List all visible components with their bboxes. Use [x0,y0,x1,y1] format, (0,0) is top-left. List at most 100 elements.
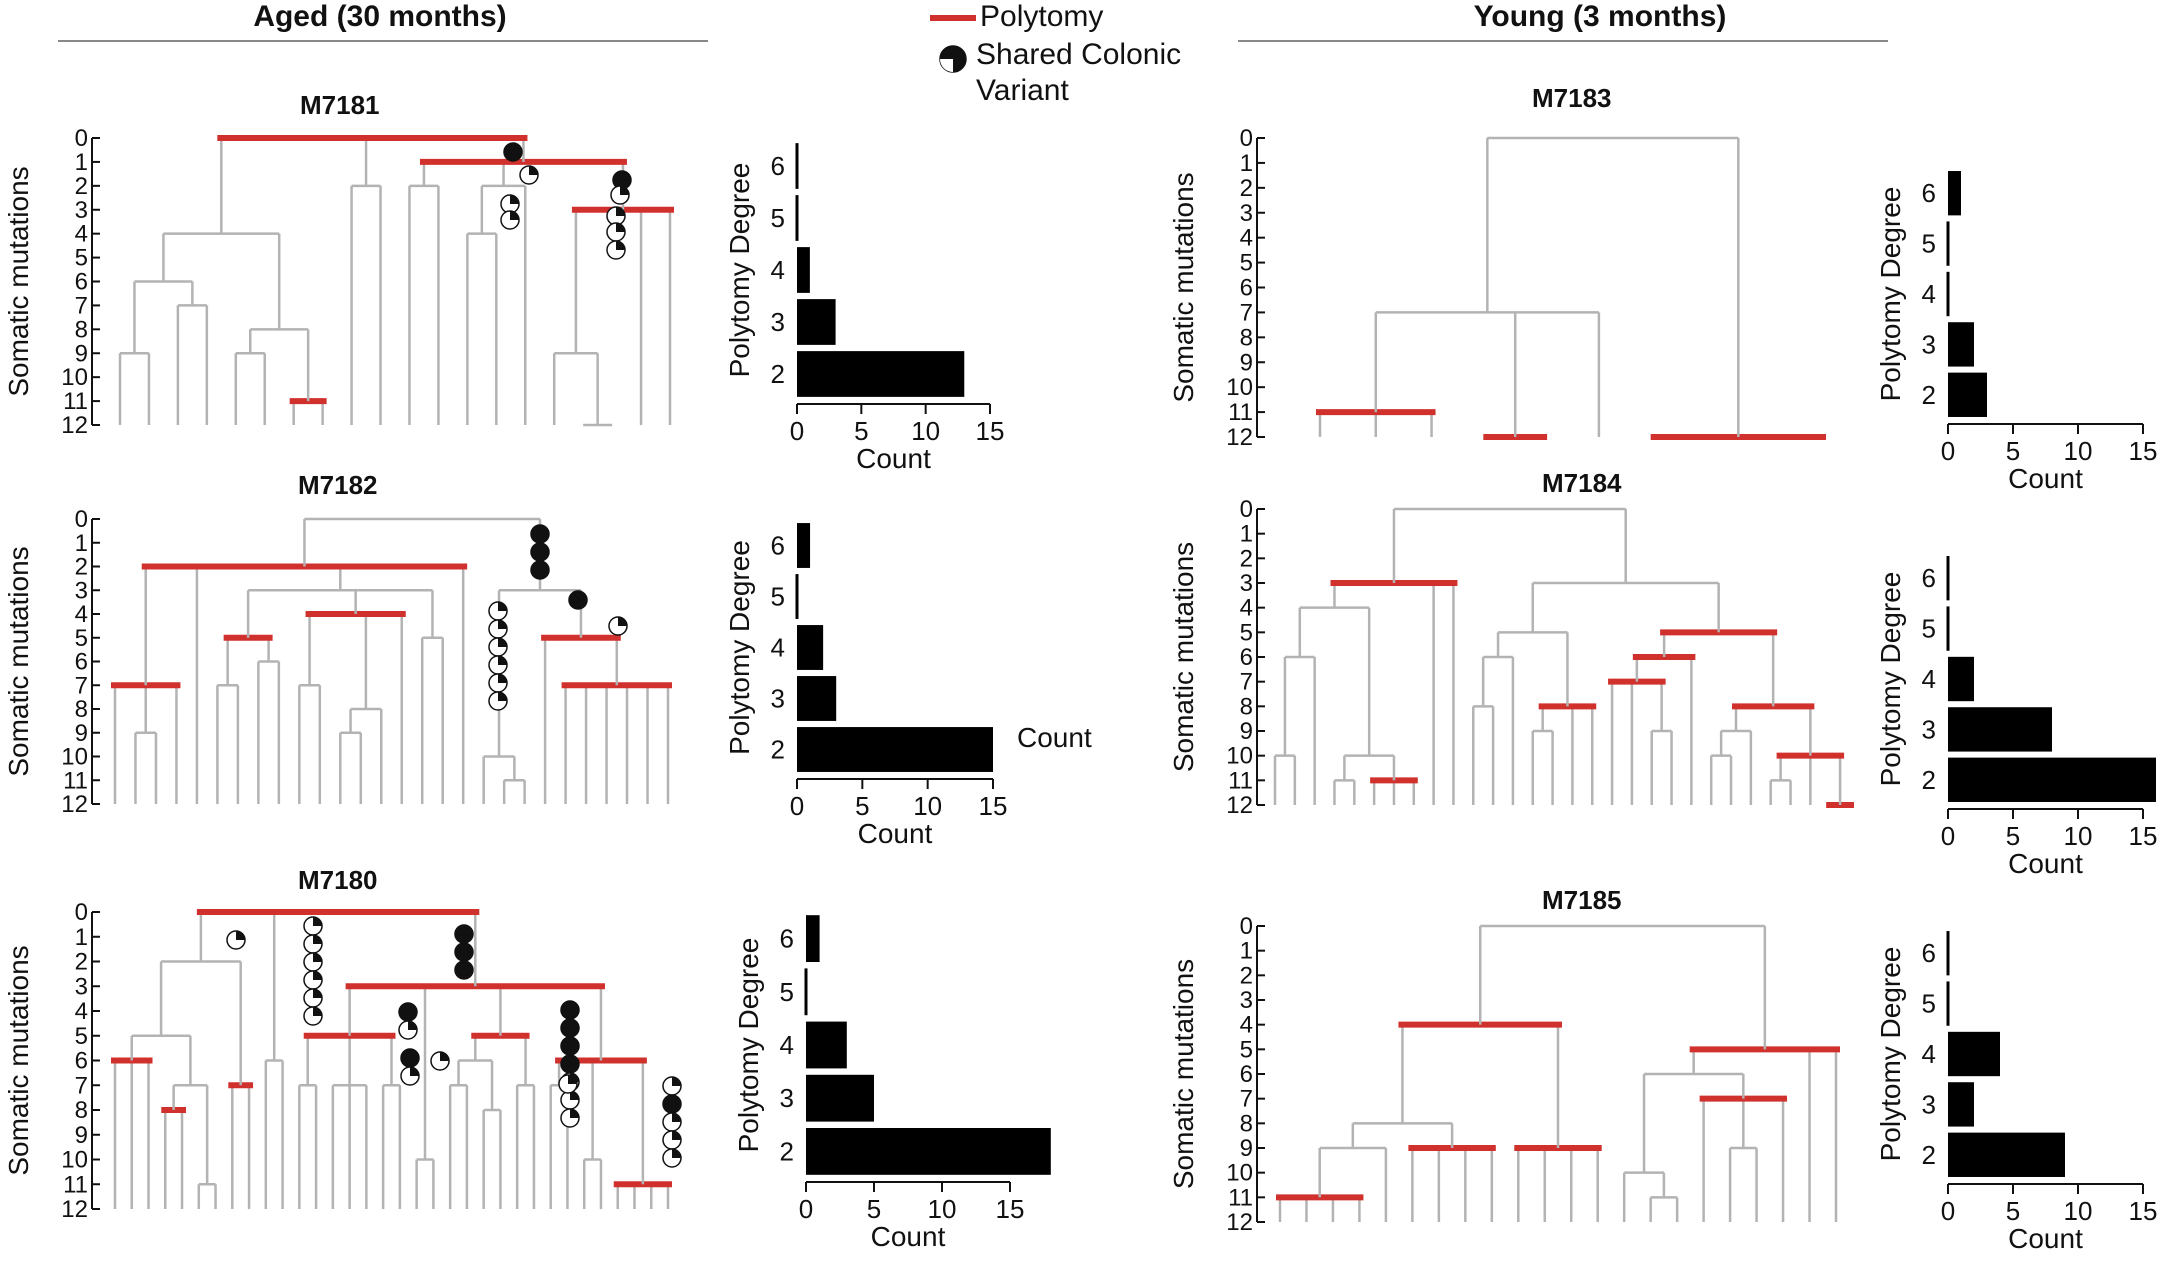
y-tick-label: 3 [1240,570,1253,597]
variant-circle [568,590,588,610]
tree-title-m7181: M7181 [300,90,380,120]
variant-wedge [510,211,519,220]
variant-wedge [498,674,507,683]
y-tick-label: 10 [61,1147,88,1174]
shared-variant-icon [606,222,626,242]
bar-degree-2 [797,727,993,772]
shared-variant-icon [303,934,323,954]
x-tick-label: 5 [854,416,868,446]
variant-wedge [236,931,245,940]
shared-variant-icon [488,655,508,675]
y-tick-label: 8 [75,316,88,343]
shared-variant-icon [568,590,588,610]
y-tick-label: 9 [1240,718,1253,745]
y-tick-label: 7 [1240,299,1253,326]
shared-variant-icon [530,542,550,562]
y-tick-label: 4 [780,1030,794,1060]
variant-wedge [568,1075,577,1084]
x-tick-label: 0 [1941,436,1955,466]
variant-wedge [313,1007,322,1016]
y-tick-label: 2 [1922,380,1936,410]
variant-wedge [498,620,507,629]
y-tick-label: 6 [75,1048,88,1075]
y-tick-label: 2 [1240,962,1253,989]
y-tick-label: 12 [61,412,88,439]
y-tick-label: 11 [1228,1184,1253,1211]
variant-wedge [672,1131,681,1140]
x-axis-label: Count [858,818,933,849]
shared-variant-icon [454,942,474,962]
y-tick-label: 9 [75,720,88,747]
y-tick-label: 2 [1922,765,1936,795]
y-tick-label: 0 [1240,496,1253,523]
y-tick-label: 11 [63,767,88,794]
y-tick-label: 5 [780,977,794,1007]
y-tick-label: 2 [780,1136,794,1166]
shared-variant-icon [400,1048,420,1068]
y-tick-label: 5 [771,582,785,612]
tree-title-m7184: M7184 [1542,468,1622,498]
bar-degree-3 [797,676,837,721]
y-tick-label: 6 [1922,178,1936,208]
variant-wedge [529,166,538,175]
header-young: Young (3 months) [1473,0,1727,33]
legend: Polytomy Shared Colonic Variant [930,0,1260,110]
x-tick-label: 0 [790,791,804,821]
shared-variant-icon [303,952,323,972]
y-tick-label: 6 [75,269,88,296]
shared-variant-icon [488,673,508,693]
shared-variant-icon [488,691,508,711]
shared-variant-icon [560,1054,580,1074]
bar-degree-4 [806,1021,847,1069]
variant-wedge [410,1067,419,1076]
y-tick-label: 0 [1240,125,1253,152]
y-tick-label: 1 [1240,521,1253,548]
shared-variant-icon [560,1108,580,1128]
y-tick-label: 9 [1240,1135,1253,1162]
shared-variant-icon [226,930,246,950]
y-tick-label: 10 [1226,1160,1253,1187]
y-tick-label: 0 [75,899,88,926]
y-tick-label: 7 [75,1072,88,1099]
shared-variant-icon [662,1112,682,1132]
y-tick-label: 6 [771,531,785,561]
y-tick-label: 6 [1240,1061,1253,1088]
x-axis-label: Count [2008,463,2083,494]
variant-wedge [498,692,507,701]
variant-circle [454,960,474,980]
shared-variant-icon [303,916,323,936]
y-tick-label: 3 [771,307,785,337]
header-aged: Aged (30 months) [253,0,507,33]
shared-variant-icon [303,1006,323,1026]
y-tick-label: 1 [75,924,88,951]
y-tick-label: 5 [1922,989,1936,1019]
x-tick-label: 0 [790,416,804,446]
header-young-rule [1238,40,1888,42]
x-axis-label: Count [871,1221,946,1252]
x-axis-label: Count [856,443,931,474]
shared-variant-icon [530,524,550,544]
y-tick-label: 5 [1922,229,1936,259]
bar-degree-4 [1948,1031,2000,1077]
bar-degree-3 [1948,1082,1974,1127]
y-axis-label: Somatic mutations [3,166,34,396]
y-tick-label: 4 [1922,279,1936,309]
shared-variant-icon [400,1066,420,1086]
y-tick-label: 9 [75,1122,88,1149]
variant-circle [530,524,550,544]
y-tick-label: 4 [75,601,88,628]
shared-variant-icon [610,185,630,205]
bar-degree-2 [1948,757,2156,802]
header-aged-rule [58,40,708,42]
variant-circle [454,942,474,962]
variant-wedge [620,186,629,195]
shared-variant-icon [662,1094,682,1114]
y-tick-label: 2 [771,735,785,765]
y-axis-label: Somatic mutations [1168,172,1199,402]
x-tick-label: 15 [996,1194,1025,1224]
legend-shared-label-2: Variant [976,74,1069,107]
x-tick-label: 5 [855,791,869,821]
shared-variant-icon [662,1148,682,1168]
